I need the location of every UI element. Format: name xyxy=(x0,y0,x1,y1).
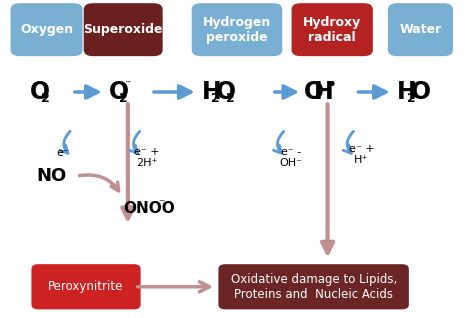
FancyBboxPatch shape xyxy=(10,3,82,56)
FancyBboxPatch shape xyxy=(84,3,163,56)
Text: H: H xyxy=(397,80,417,104)
Text: ⁻: ⁻ xyxy=(158,197,164,210)
Text: Hydrogen
peroxide: Hydrogen peroxide xyxy=(203,16,271,44)
Text: 2: 2 xyxy=(40,92,49,105)
FancyBboxPatch shape xyxy=(388,3,453,56)
Text: ⁻: ⁻ xyxy=(124,79,131,92)
Text: e⁻ +
H⁺: e⁻ + H⁺ xyxy=(349,143,374,165)
Text: •: • xyxy=(328,78,337,93)
Text: H: H xyxy=(314,80,333,104)
Text: H: H xyxy=(202,80,222,104)
Text: Oxygen: Oxygen xyxy=(20,23,73,36)
Text: ONOO: ONOO xyxy=(123,201,175,216)
Text: Peroxynitrite: Peroxynitrite xyxy=(48,280,124,293)
Text: e⁻ -
OH⁻: e⁻ - OH⁻ xyxy=(280,147,303,168)
Text: O: O xyxy=(216,80,236,104)
Text: NO: NO xyxy=(36,167,66,185)
Text: 2: 2 xyxy=(226,92,235,105)
FancyBboxPatch shape xyxy=(191,3,283,56)
FancyBboxPatch shape xyxy=(31,264,141,309)
Text: O: O xyxy=(109,80,129,104)
Text: O: O xyxy=(304,80,325,104)
Text: e⁻ +
2H⁺: e⁻ + 2H⁺ xyxy=(134,147,159,168)
Text: Water: Water xyxy=(400,23,442,36)
FancyBboxPatch shape xyxy=(292,3,373,56)
FancyBboxPatch shape xyxy=(219,264,409,309)
Text: O: O xyxy=(411,80,431,104)
Text: Oxidative damage to Lipids,
Proteins and  Nucleic Acids: Oxidative damage to Lipids, Proteins and… xyxy=(230,273,397,301)
Text: 2: 2 xyxy=(119,92,128,105)
Text: O: O xyxy=(30,80,50,104)
Text: Superoxide: Superoxide xyxy=(83,23,163,36)
Text: Hydroxy
radical: Hydroxy radical xyxy=(303,16,361,44)
Text: e⁻: e⁻ xyxy=(56,148,69,158)
Text: 2: 2 xyxy=(211,92,220,105)
Text: 2: 2 xyxy=(407,92,415,105)
